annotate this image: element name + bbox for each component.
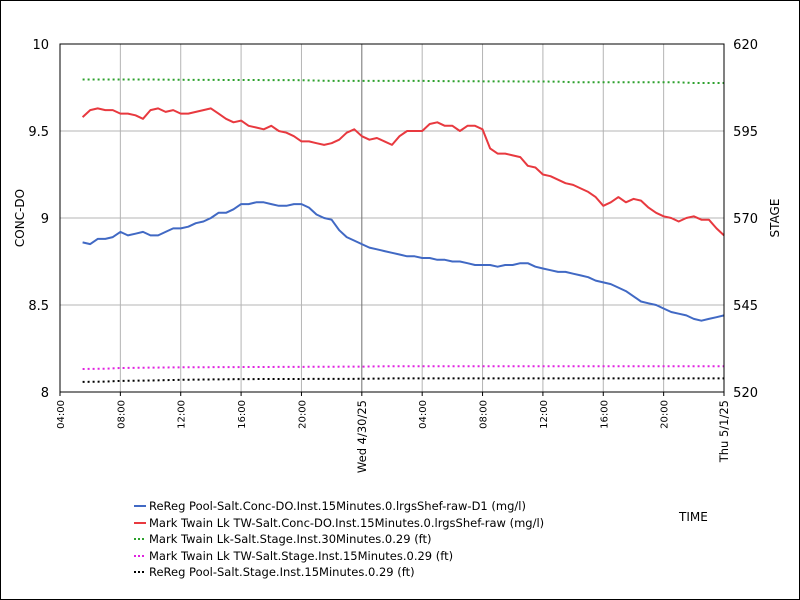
legend-swatch (134, 554, 146, 557)
grid-layer (59, 43, 725, 393)
series-layer (81, 78, 725, 383)
legend-swatch (134, 538, 146, 541)
legend-item: ReReg Pool-Salt.Conc-DO.Inst.15Minutes.0… (133, 498, 544, 515)
y2-tick-label: 520 (733, 386, 758, 401)
x-tick-label: 12:00 (177, 400, 188, 429)
legend-label: Mark Twain Lk-Salt.Stage.Inst.30Minutes.… (149, 532, 432, 547)
x-tick-label: Wed 4/30/25 (355, 400, 369, 473)
plot-border (59, 43, 725, 393)
x-tick-label: 04:00 (418, 400, 429, 429)
legend-label: ReReg Pool-Salt.Conc-DO.Inst.15Minutes.0… (149, 499, 526, 514)
y-tick-label: 10 (32, 38, 49, 53)
axis-layer: 10 620 9.5 595 9 570 8.5 545 8 520 04:00 08:00 12:00… (13, 38, 782, 473)
y-axis-title: CONC-DO (13, 189, 27, 247)
x-axis-title: TIME (679, 510, 708, 524)
y2-tick-label: 620 (733, 38, 758, 53)
x-tick-label: 08:00 (479, 400, 490, 429)
legend-swatch (134, 521, 146, 524)
legend-item: Mark Twain Lk TW-Salt.Conc-DO.Inst.15Min… (133, 515, 544, 532)
legend-item: ReReg Pool-Salt.Stage.Inst.15Minutes.0.2… (133, 564, 544, 581)
legend-label: Mark Twain Lk TW-Salt.Stage.Inst.15Minut… (149, 548, 454, 563)
legend: ReReg Pool-Salt.Conc-DO.Inst.15Minutes.0… (133, 498, 544, 581)
y2-axis-title: STAGE (768, 199, 782, 238)
y2-tick-label: 570 (733, 212, 758, 227)
y-tick-label: 9 (41, 212, 49, 227)
legend-swatch (134, 571, 146, 574)
series-line-4 (82, 365, 724, 370)
legend-label: ReReg Pool-Salt.Stage.Inst.15Minutes.0.2… (149, 565, 415, 580)
x-tick-label: 12:00 (539, 400, 550, 429)
y-tick-label: 8 (41, 386, 49, 401)
series-line-1 (82, 201, 725, 322)
legend-label: Mark Twain Lk TW-Salt.Conc-DO.Inst.15Min… (149, 515, 545, 530)
series-line-3 (82, 78, 724, 84)
x-tick-label: 08:00 (116, 400, 127, 429)
x-tick-label: 16:00 (599, 400, 610, 429)
legend-item: Mark Twain Lk TW-Salt.Stage.Inst.15Minut… (133, 548, 544, 565)
y-tick-label: 8.5 (28, 299, 49, 314)
x-tick-label: 04:00 (56, 400, 67, 429)
x-tick-label: 16:00 (237, 400, 248, 429)
series-line-2 (81, 107, 725, 237)
series-line-5 (82, 377, 724, 383)
x-tick-label: Thu 5/1/25 (717, 400, 731, 463)
y-tick-label: 9.5 (28, 125, 49, 140)
y2-tick-label: 545 (733, 299, 758, 314)
legend-swatch (134, 505, 146, 508)
y2-tick-label: 595 (733, 125, 758, 140)
x-tick-label: 20:00 (297, 400, 308, 429)
legend-item: Mark Twain Lk-Salt.Stage.Inst.30Minutes.… (133, 531, 544, 548)
x-tick-label: 20:00 (660, 400, 671, 429)
